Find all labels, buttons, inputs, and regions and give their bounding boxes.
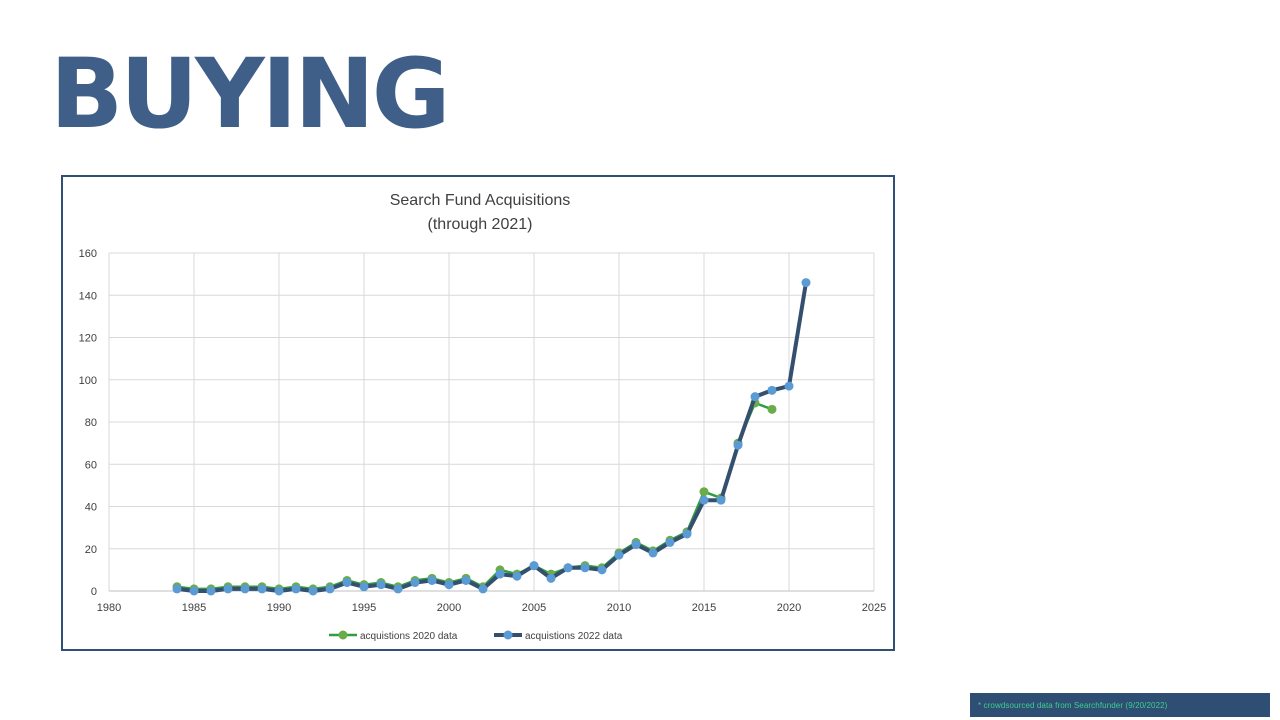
data-point [461, 575, 471, 585]
data-point [206, 586, 216, 596]
data-point [495, 569, 505, 579]
data-point [393, 584, 403, 594]
y-tick-label: 80 [85, 417, 97, 429]
chart-legend: acquistions 2020 data acquistions 2022 da… [329, 630, 623, 642]
data-point [580, 563, 590, 573]
data-point [359, 582, 369, 592]
x-tick-label: 2010 [607, 602, 631, 614]
footnote-text: * crowdsourced data from Searchfunder (9… [978, 700, 1168, 710]
x-tick-label: 1995 [352, 602, 376, 614]
legend-label: acquistions 2022 data [525, 631, 623, 642]
x-tick-label: 1980 [97, 602, 121, 614]
x-tick-label: 1990 [267, 602, 291, 614]
data-point [767, 404, 777, 414]
data-point [512, 571, 522, 581]
y-tick-label: 160 [79, 248, 97, 260]
chart-subtitle: (through 2021) [428, 216, 533, 233]
series-line [176, 401, 773, 591]
data-point [189, 586, 199, 596]
legend-entry: acquistions 2020 data [329, 630, 458, 642]
data-point [325, 584, 335, 594]
legend-marker [503, 630, 513, 640]
data-point [716, 495, 726, 505]
chart-grid [108, 252, 875, 592]
chart-frame: Search Fund Acquisitions (through 2021) … [61, 175, 895, 651]
data-point [682, 529, 692, 539]
y-tick-label: 120 [79, 333, 97, 345]
data-point [529, 561, 539, 571]
y-tick-label: 100 [79, 375, 97, 387]
data-point [427, 575, 437, 585]
data-point [308, 586, 318, 596]
x-tick-label: 1985 [182, 602, 206, 614]
data-point [274, 586, 284, 596]
data-point [546, 573, 556, 583]
line-chart: Search Fund Acquisitions (through 2021) … [79, 192, 887, 642]
data-point [223, 584, 233, 594]
slide-title: BUYING [50, 38, 450, 150]
data-point [257, 584, 267, 594]
data-point [614, 550, 624, 560]
series-2 [172, 278, 811, 596]
series-1 [172, 398, 777, 594]
y-tick-label: 40 [85, 502, 97, 514]
legend-entry: acquistions 2022 data [494, 630, 623, 642]
data-point [240, 584, 250, 594]
data-point [376, 580, 386, 590]
data-point [478, 584, 488, 594]
legend-marker [338, 630, 348, 640]
data-point [699, 487, 709, 497]
data-point [597, 565, 607, 575]
x-tick-label: 2025 [862, 602, 886, 614]
y-tick-label: 140 [79, 290, 97, 302]
data-point [733, 440, 743, 450]
data-point [342, 578, 352, 588]
data-point [767, 385, 777, 395]
data-point [784, 381, 794, 391]
data-point [444, 580, 454, 590]
data-point [750, 392, 760, 402]
data-point [648, 548, 658, 558]
data-point [631, 540, 641, 550]
y-tick-label: 0 [91, 586, 97, 598]
axis-ticks: 0 20 40 60 80 100 120 140 160 1980 1985 1990 1995 200… [79, 248, 887, 614]
data-point [699, 495, 709, 505]
footnote-bar: * crowdsourced data from Searchfunder (9… [970, 693, 1270, 717]
x-tick-label: 2020 [777, 602, 801, 614]
data-point [563, 563, 573, 573]
data-point [801, 278, 811, 288]
data-point [665, 537, 675, 547]
plot-area [172, 278, 811, 596]
series-line [176, 282, 808, 593]
chart-title: Search Fund Acquisitions [390, 192, 571, 209]
x-tick-label: 2000 [437, 602, 461, 614]
y-tick-label: 20 [85, 544, 97, 556]
legend-label: acquistions 2020 data [360, 631, 458, 642]
x-tick-label: 2005 [522, 602, 546, 614]
data-point [291, 584, 301, 594]
y-tick-label: 60 [85, 459, 97, 471]
data-point [172, 584, 182, 594]
data-point [410, 578, 420, 588]
x-tick-label: 2015 [692, 602, 716, 614]
